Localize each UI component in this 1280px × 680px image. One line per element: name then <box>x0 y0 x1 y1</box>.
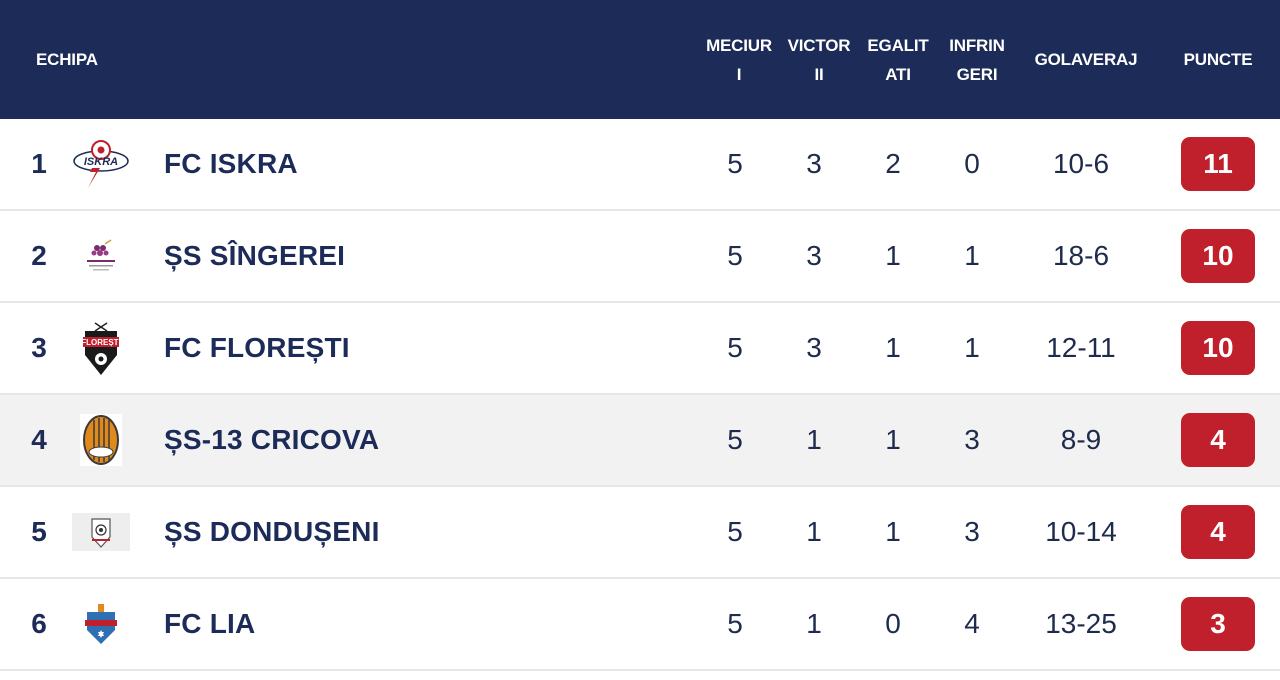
table-row[interactable]: 6 FC LIA 5 1 0 4 13-25 3 <box>0 579 1280 671</box>
wins-value: 1 <box>806 608 822 639</box>
team-name[interactable]: FC ISKRA <box>164 148 298 179</box>
losses-value: 3 <box>964 424 980 455</box>
position: 3 <box>31 332 47 363</box>
donduseni-crest-icon <box>70 487 132 577</box>
losses-value: 3 <box>964 516 980 547</box>
draws-value: 1 <box>885 332 901 363</box>
wins-value: 1 <box>806 424 822 455</box>
losses-value: 4 <box>964 608 980 639</box>
points-badge: 3 <box>1181 597 1255 651</box>
goals-value: 18-6 <box>1052 240 1110 271</box>
team-name[interactable]: FC LIA <box>164 608 256 639</box>
header-goals: GOLAVERAJ <box>1034 50 1138 69</box>
table-row[interactable]: 3 FLOREȘTI FC FLOREȘTI 5 3 1 1 12-11 10 <box>0 303 1280 395</box>
header-played: MECIUR I <box>706 35 772 84</box>
header-team: ECHIPA <box>36 50 98 69</box>
wins-value: 3 <box>806 240 822 271</box>
played-value: 5 <box>727 148 743 179</box>
header-points: PUNCTE <box>1183 50 1253 69</box>
position: 4 <box>31 424 47 455</box>
points-cell: 4 <box>1180 487 1256 577</box>
points-cell: 10 <box>1180 211 1256 301</box>
played-value: 5 <box>727 516 743 547</box>
cricova-crest-icon <box>70 395 132 485</box>
svg-text:FLOREȘTI: FLOREȘTI <box>81 338 121 347</box>
draws-value: 1 <box>885 240 901 271</box>
singerei-crest-icon <box>70 211 132 301</box>
played-value: 5 <box>727 608 743 639</box>
floresti-crest-icon: FLOREȘTI <box>70 303 132 393</box>
points-cell: 4 <box>1180 395 1256 485</box>
points-badge: 10 <box>1181 229 1255 283</box>
draws-value: 1 <box>885 516 901 547</box>
played-value: 5 <box>727 240 743 271</box>
losses-value: 1 <box>964 332 980 363</box>
header-draws: EGALIT ATI <box>867 35 929 84</box>
position: 2 <box>31 240 47 271</box>
losses-value: 0 <box>964 148 980 179</box>
table-row[interactable]: 2 ȘS SÎNGEREI 5 3 1 1 18-6 10 <box>0 211 1280 303</box>
team-name[interactable]: ȘS DONDUȘENI <box>164 516 380 547</box>
goals-value: 12-11 <box>1046 332 1116 363</box>
position: 6 <box>31 608 47 639</box>
points-cell: 3 <box>1180 579 1256 669</box>
table-row[interactable]: 1 ISKRA FC ISKRA 5 3 2 0 10-6 11 <box>0 119 1280 211</box>
team-name[interactable]: ȘS SÎNGEREI <box>164 240 346 271</box>
goals-value: 10-14 <box>1045 516 1117 547</box>
points-badge: 4 <box>1181 413 1255 467</box>
svg-text:ISKRA: ISKRA <box>84 156 118 168</box>
points-cell: 10 <box>1180 303 1256 393</box>
team-name[interactable]: FC FLOREȘTI <box>164 332 350 363</box>
table-row[interactable]: 4 ȘS-13 CRICOVA 5 1 1 3 8-9 4 <box>0 395 1280 487</box>
goals-value: 10-6 <box>1052 148 1110 179</box>
points-badge: 4 <box>1181 505 1255 559</box>
position: 1 <box>31 148 47 179</box>
wins-value: 3 <box>806 332 822 363</box>
position: 5 <box>31 516 47 547</box>
played-value: 5 <box>727 332 743 363</box>
wins-value: 1 <box>806 516 822 547</box>
wins-value: 3 <box>806 148 822 179</box>
draws-value: 0 <box>885 608 901 639</box>
standings-header: ECHIPA MECIUR I VICTOR II EGALIT ATI INF… <box>0 0 1280 119</box>
draws-value: 2 <box>885 148 901 179</box>
goals-value: 8-9 <box>1060 424 1102 455</box>
played-value: 5 <box>727 424 743 455</box>
goals-value: 13-25 <box>1045 608 1117 639</box>
lia-crest-icon <box>70 579 132 669</box>
table-row[interactable]: 5 ȘS DONDUȘENI 5 1 1 3 10-14 4 <box>0 487 1280 579</box>
team-name[interactable]: ȘS-13 CRICOVA <box>164 424 380 455</box>
draws-value: 1 <box>885 424 901 455</box>
losses-value: 1 <box>964 240 980 271</box>
iskra-crest-icon: ISKRA <box>70 119 132 209</box>
header-wins: VICTOR II <box>787 35 851 84</box>
points-cell: 11 <box>1180 119 1256 209</box>
points-badge: 10 <box>1181 321 1255 375</box>
points-badge: 11 <box>1181 137 1255 191</box>
header-losses: INFRIN GERI <box>949 35 1005 84</box>
standings-table: 1 ISKRA FC ISKRA 5 3 2 0 10-6 11 2 <box>0 119 1280 671</box>
